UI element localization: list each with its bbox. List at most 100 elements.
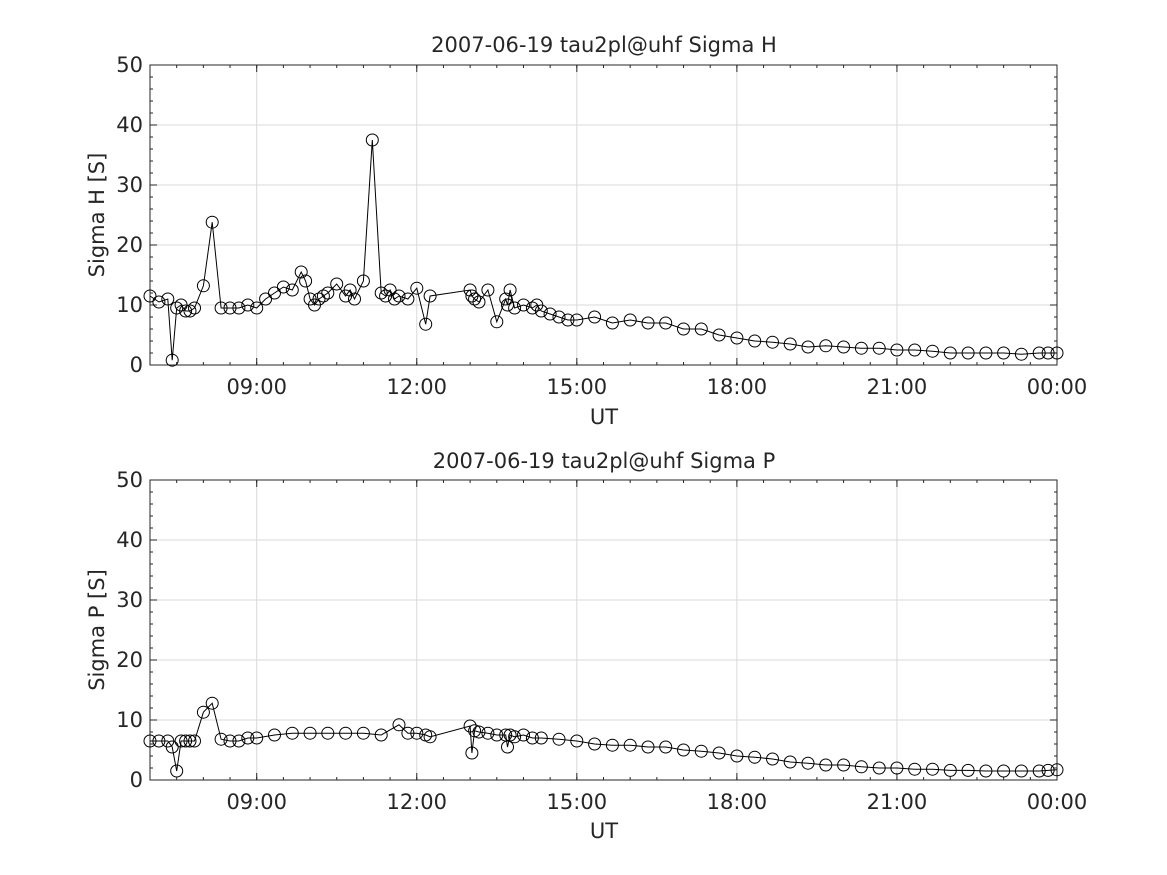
data-point [961, 346, 975, 360]
data-point [570, 734, 584, 748]
data-point [259, 292, 273, 306]
data-point [276, 280, 290, 294]
data-point [730, 749, 744, 763]
data-point [623, 313, 637, 327]
data-point [926, 344, 939, 358]
data-point [943, 763, 957, 777]
data-point [223, 734, 237, 748]
x-tick-label: 00:00 [1027, 790, 1088, 814]
x-tick-label: 15:00 [547, 375, 608, 399]
data-point [908, 343, 922, 357]
data-point [1032, 346, 1046, 360]
data-point [232, 734, 246, 748]
y-tick-label: 40 [116, 528, 143, 552]
data-point [1032, 764, 1046, 778]
data-point [783, 337, 797, 351]
data-point [503, 283, 517, 297]
data-point [588, 737, 602, 751]
data-point [188, 301, 201, 315]
data-point [712, 746, 726, 760]
chart-sigma-h: 2007-06-19 tau2pl@uhf Sigma H UT Sigma H… [85, 33, 1087, 429]
data-point [179, 734, 193, 748]
x-tick-label: 12:00 [386, 790, 447, 814]
y-tick-label: 20 [116, 648, 143, 672]
y-tick-label: 30 [116, 173, 143, 197]
data-point [534, 731, 548, 745]
data-point [468, 292, 482, 306]
data-point [348, 292, 361, 306]
data-point [552, 310, 566, 324]
y-axis-label: Sigma P [S] [85, 569, 109, 691]
data-point [508, 730, 522, 744]
data-point [343, 283, 357, 297]
y-tick-label: 10 [116, 293, 143, 317]
data-point [241, 298, 255, 312]
data-point [677, 322, 690, 336]
data-point [188, 734, 201, 748]
data-point [694, 322, 708, 336]
data-point [465, 746, 479, 760]
data-point [423, 730, 437, 744]
data-point [423, 289, 437, 303]
data-point [659, 316, 673, 330]
data-point [641, 316, 655, 330]
data-point [1014, 347, 1028, 361]
data-point [588, 310, 602, 324]
plot-area [150, 65, 1057, 365]
data-point [143, 289, 157, 303]
data-point [294, 265, 308, 279]
data-point [501, 740, 514, 754]
x-axis-label: UT [590, 819, 618, 843]
data-point [525, 731, 539, 745]
y-tick-label: 50 [116, 468, 143, 492]
data-point [152, 295, 166, 309]
data-point [205, 215, 219, 229]
data-point [165, 740, 179, 754]
data-point [819, 758, 833, 772]
data-point [170, 301, 184, 315]
data-point [712, 328, 726, 342]
data-point [659, 740, 673, 754]
axes-frame [149, 479, 1058, 781]
x-tick-label: 09:00 [226, 790, 287, 814]
x-tick-label: 18:00 [707, 375, 768, 399]
data-point [1050, 763, 1064, 777]
data-point [303, 726, 317, 740]
data-point [605, 316, 619, 330]
data-point [481, 283, 495, 297]
data-point [214, 732, 228, 746]
data-point [677, 743, 690, 757]
data-point [979, 346, 993, 360]
data-point [285, 283, 299, 297]
data-point [392, 718, 406, 732]
data-point [365, 133, 379, 147]
x-tick-label: 00:00 [1027, 375, 1088, 399]
data-point [223, 301, 237, 315]
data-point [490, 728, 504, 742]
data-point [268, 728, 281, 742]
series-line [149, 139, 1057, 361]
data-point [890, 343, 904, 357]
y-tick-label: 50 [116, 53, 143, 77]
data-point [241, 731, 255, 745]
data-point [374, 728, 388, 742]
data-point [837, 758, 851, 772]
data-point [401, 292, 415, 306]
data-point [766, 335, 779, 349]
data-point [383, 283, 397, 297]
data-point [801, 756, 815, 770]
data-point [174, 734, 188, 748]
data-point [410, 726, 424, 740]
data-point [837, 340, 851, 354]
y-tick-label: 30 [116, 588, 143, 612]
data-point [312, 292, 326, 306]
data-point [356, 274, 370, 288]
data-point [356, 726, 370, 740]
data-point [694, 744, 708, 758]
data-point [605, 738, 619, 752]
data-point [161, 292, 175, 306]
data-point [517, 298, 530, 312]
y-tick-label: 0 [130, 353, 143, 377]
y-tick-label: 0 [130, 768, 143, 792]
